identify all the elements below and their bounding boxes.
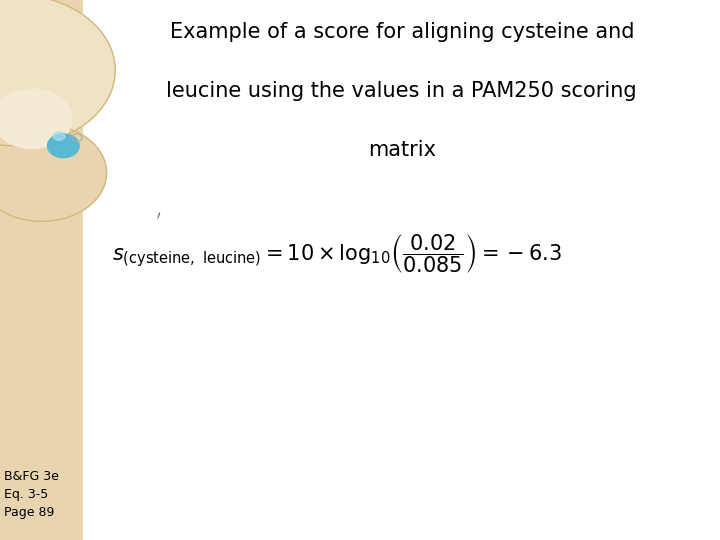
Text: $\prime$: $\prime$ bbox=[156, 210, 161, 222]
Bar bbox=[0, 0, 83, 540]
Text: leucine using the values in a PAM250 scoring: leucine using the values in a PAM250 sco… bbox=[166, 81, 637, 101]
Text: Example of a score for aligning cysteine and: Example of a score for aligning cysteine… bbox=[169, 22, 634, 42]
Circle shape bbox=[0, 124, 107, 221]
Circle shape bbox=[48, 134, 79, 158]
Text: matrix: matrix bbox=[368, 140, 436, 160]
Circle shape bbox=[0, 0, 115, 146]
Circle shape bbox=[53, 132, 65, 140]
Circle shape bbox=[0, 89, 72, 148]
Text: B&FG 3e
Eq. 3-5
Page 89: B&FG 3e Eq. 3-5 Page 89 bbox=[4, 470, 58, 519]
Text: $s_{\mathsf{(cysteine,\ leucine)}}= 10 \times \log_{10}\!\left(\dfrac{0.02}{0.08: $s_{\mathsf{(cysteine,\ leucine)}}= 10 \… bbox=[112, 232, 562, 275]
